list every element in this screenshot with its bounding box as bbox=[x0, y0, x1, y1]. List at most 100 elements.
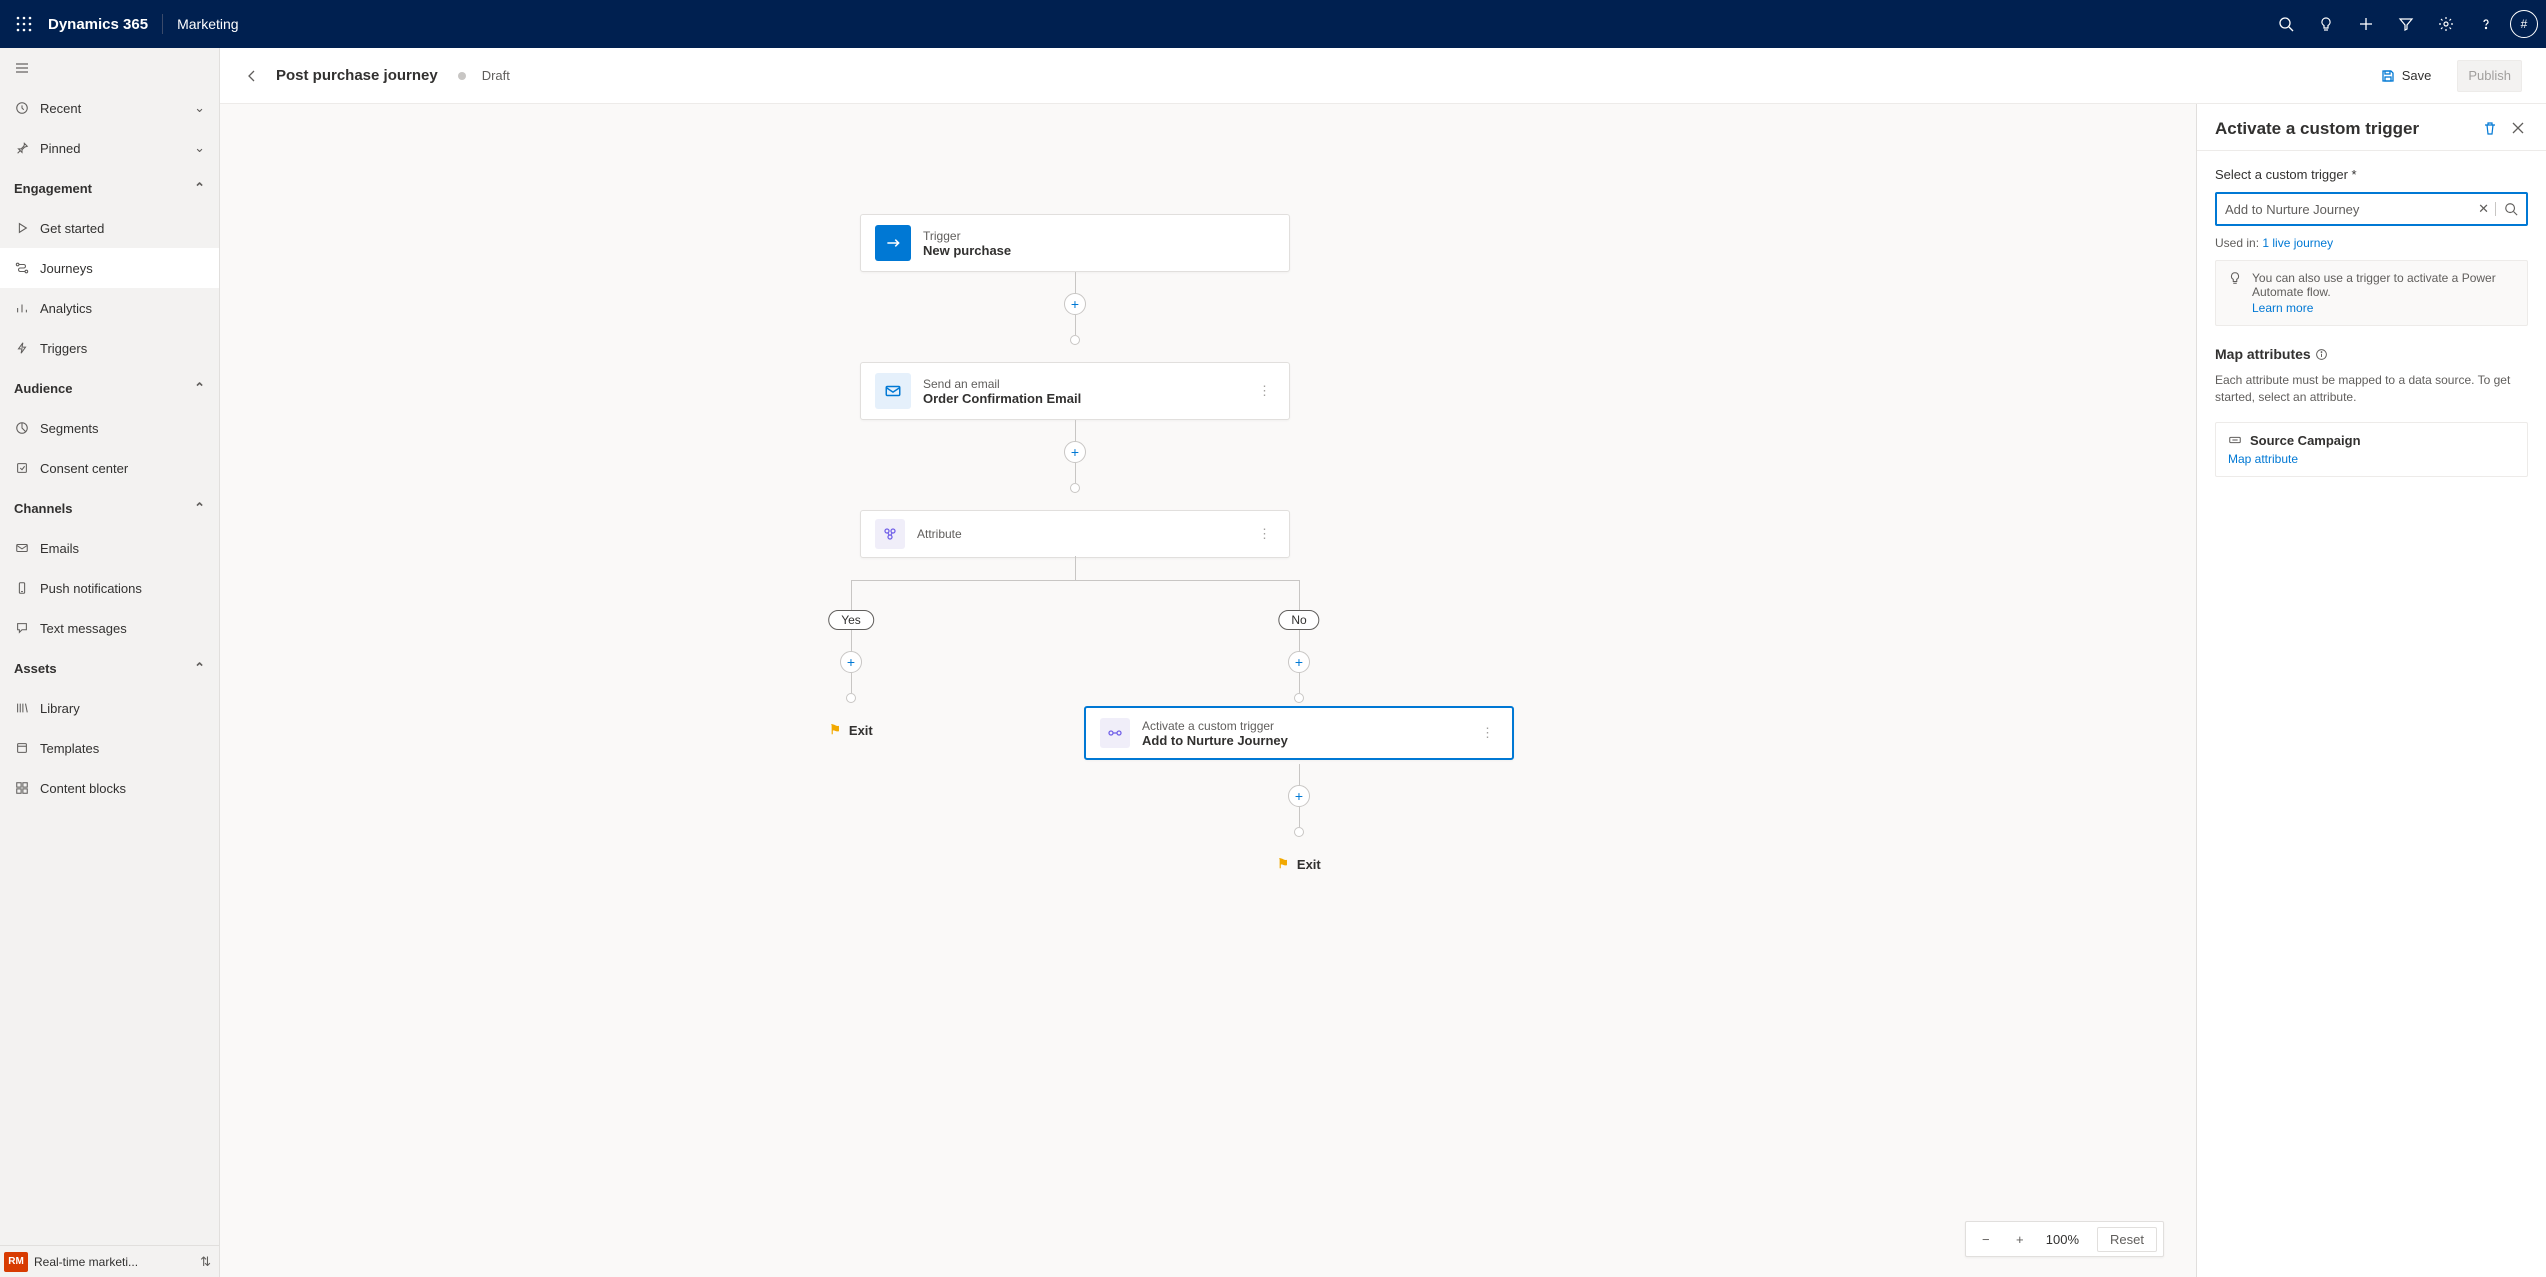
library-icon bbox=[14, 700, 30, 716]
back-button[interactable] bbox=[244, 68, 260, 84]
hamburger-icon[interactable] bbox=[0, 48, 219, 88]
top-bar: Dynamics 365 Marketing # bbox=[0, 0, 2546, 48]
node-trigger[interactable]: Trigger New purchase bbox=[860, 214, 1290, 272]
nav-consent-center[interactable]: Consent center bbox=[0, 448, 219, 488]
brand-label: Dynamics 365 bbox=[48, 16, 148, 33]
nav-journeys[interactable]: Journeys bbox=[0, 248, 219, 288]
journey-icon bbox=[14, 260, 30, 276]
nav-label: Content blocks bbox=[40, 781, 126, 796]
lightbulb-icon[interactable] bbox=[2306, 0, 2346, 48]
nav-label: Segments bbox=[40, 421, 99, 436]
command-bar: Post purchase journey Draft Save Publish bbox=[220, 48, 2546, 104]
add-step-button[interactable]: + bbox=[1288, 785, 1310, 807]
chevron-up-icon: ⌃ bbox=[194, 660, 205, 676]
play-icon bbox=[14, 220, 30, 236]
nav-triggers[interactable]: Triggers bbox=[0, 328, 219, 368]
connector-end bbox=[1294, 827, 1304, 837]
branch-yes[interactable]: Yes bbox=[828, 610, 874, 630]
nav-label: Get started bbox=[40, 221, 104, 236]
connector-end bbox=[846, 693, 856, 703]
filter-icon[interactable] bbox=[2386, 0, 2426, 48]
connector bbox=[851, 580, 1299, 581]
node-custom-trigger[interactable]: Activate a custom trigger Add to Nurture… bbox=[1084, 706, 1514, 760]
info-icon[interactable] bbox=[2315, 348, 2328, 361]
add-icon[interactable] bbox=[2346, 0, 2386, 48]
nav-emails[interactable]: Emails bbox=[0, 528, 219, 568]
delete-icon[interactable] bbox=[2480, 118, 2500, 138]
trigger-icon bbox=[14, 340, 30, 356]
nav-get-started[interactable]: Get started bbox=[0, 208, 219, 248]
clear-icon[interactable]: ✕ bbox=[2472, 201, 2495, 217]
nav-templates[interactable]: Templates bbox=[0, 728, 219, 768]
add-step-button[interactable]: + bbox=[1288, 651, 1310, 673]
publish-button[interactable]: Publish bbox=[2457, 60, 2522, 92]
learn-more-link[interactable]: Learn more bbox=[2252, 301, 2515, 315]
select-trigger-label: Select a custom trigger * bbox=[2215, 167, 2528, 182]
close-icon[interactable] bbox=[2508, 118, 2528, 138]
used-in-link[interactable]: 1 live journey bbox=[2262, 236, 2333, 250]
node-email[interactable]: Send an email Order Confirmation Email ⋮ bbox=[860, 362, 1290, 420]
select-trigger-input[interactable]: Add to Nurture Journey ✕ bbox=[2215, 192, 2528, 226]
node-name: Add to Nurture Journey bbox=[1142, 733, 1288, 748]
email-node-icon bbox=[875, 373, 911, 409]
updown-icon: ⇅ bbox=[200, 1254, 211, 1270]
mail-icon bbox=[14, 540, 30, 556]
user-avatar[interactable]: # bbox=[2510, 10, 2538, 38]
zoom-out-button[interactable]: − bbox=[1972, 1225, 2000, 1253]
zoom-value: 100% bbox=[2040, 1232, 2085, 1247]
consent-icon bbox=[14, 460, 30, 476]
node-more-icon[interactable]: ⋮ bbox=[1254, 383, 1275, 399]
map-attribute-link[interactable]: Map attribute bbox=[2228, 452, 2515, 466]
attribute-box[interactable]: Source Campaign Map attribute bbox=[2215, 422, 2528, 477]
connector bbox=[1299, 673, 1300, 693]
nav-recent[interactable]: Recent ⌄ bbox=[0, 88, 219, 128]
nav-content-blocks[interactable]: Content blocks bbox=[0, 768, 219, 808]
section-label: Audience bbox=[14, 381, 73, 396]
nav-section-engagement[interactable]: Engagement ⌃ bbox=[0, 168, 219, 208]
app-launcher-icon[interactable] bbox=[8, 8, 40, 40]
chevron-down-icon: ⌄ bbox=[194, 140, 205, 156]
nav-label: Consent center bbox=[40, 461, 128, 476]
add-step-button[interactable]: + bbox=[1064, 293, 1086, 315]
nav-section-channels[interactable]: Channels ⌃ bbox=[0, 488, 219, 528]
nav-label: Triggers bbox=[40, 341, 87, 356]
add-step-button[interactable]: + bbox=[840, 651, 862, 673]
journey-canvas[interactable]: Trigger New purchase + Send an email Ord… bbox=[220, 104, 2196, 1277]
node-type: Activate a custom trigger bbox=[1142, 719, 1288, 733]
app-label: Marketing bbox=[177, 16, 238, 32]
add-step-button[interactable]: + bbox=[1064, 441, 1086, 463]
nav-text-messages[interactable]: Text messages bbox=[0, 608, 219, 648]
info-text: You can also use a trigger to activate a… bbox=[2252, 271, 2496, 299]
nav-pinned[interactable]: Pinned ⌄ bbox=[0, 128, 219, 168]
help-icon[interactable] bbox=[2466, 0, 2506, 48]
nav-library[interactable]: Library bbox=[0, 688, 219, 728]
node-more-icon[interactable]: ⋮ bbox=[1477, 725, 1498, 741]
save-button[interactable]: Save bbox=[2370, 60, 2442, 92]
nav-footer[interactable]: RM Real-time marketi... ⇅ bbox=[0, 1245, 219, 1277]
gear-icon[interactable] bbox=[2426, 0, 2466, 48]
nav-section-audience[interactable]: Audience ⌃ bbox=[0, 368, 219, 408]
trigger-node-icon bbox=[875, 225, 911, 261]
zoom-controls: − + 100% Reset bbox=[1965, 1221, 2164, 1257]
zoom-in-button[interactable]: + bbox=[2006, 1225, 2034, 1253]
nav-label: Templates bbox=[40, 741, 99, 756]
nav-segments[interactable]: Segments bbox=[0, 408, 219, 448]
node-type: Send an email bbox=[923, 377, 1081, 391]
nav-analytics[interactable]: Analytics bbox=[0, 288, 219, 328]
connector-end bbox=[1070, 483, 1080, 493]
exit-no: ⚑ Exit bbox=[1277, 856, 1321, 872]
node-more-icon[interactable]: ⋮ bbox=[1254, 526, 1275, 542]
footer-label: Real-time marketi... bbox=[34, 1255, 138, 1269]
search-icon[interactable] bbox=[2266, 0, 2306, 48]
blocks-icon bbox=[14, 780, 30, 796]
nav-label: Journeys bbox=[40, 261, 93, 276]
node-attribute[interactable]: Attribute ⋮ bbox=[860, 510, 1290, 558]
chevron-up-icon: ⌃ bbox=[194, 500, 205, 516]
connector-end bbox=[1070, 335, 1080, 345]
select-trigger-value: Add to Nurture Journey bbox=[2225, 202, 2472, 217]
branch-no[interactable]: No bbox=[1278, 610, 1319, 630]
nav-section-assets[interactable]: Assets ⌃ bbox=[0, 648, 219, 688]
nav-push[interactable]: Push notifications bbox=[0, 568, 219, 608]
search-icon[interactable] bbox=[2495, 202, 2518, 216]
zoom-reset-button[interactable]: Reset bbox=[2097, 1227, 2157, 1252]
